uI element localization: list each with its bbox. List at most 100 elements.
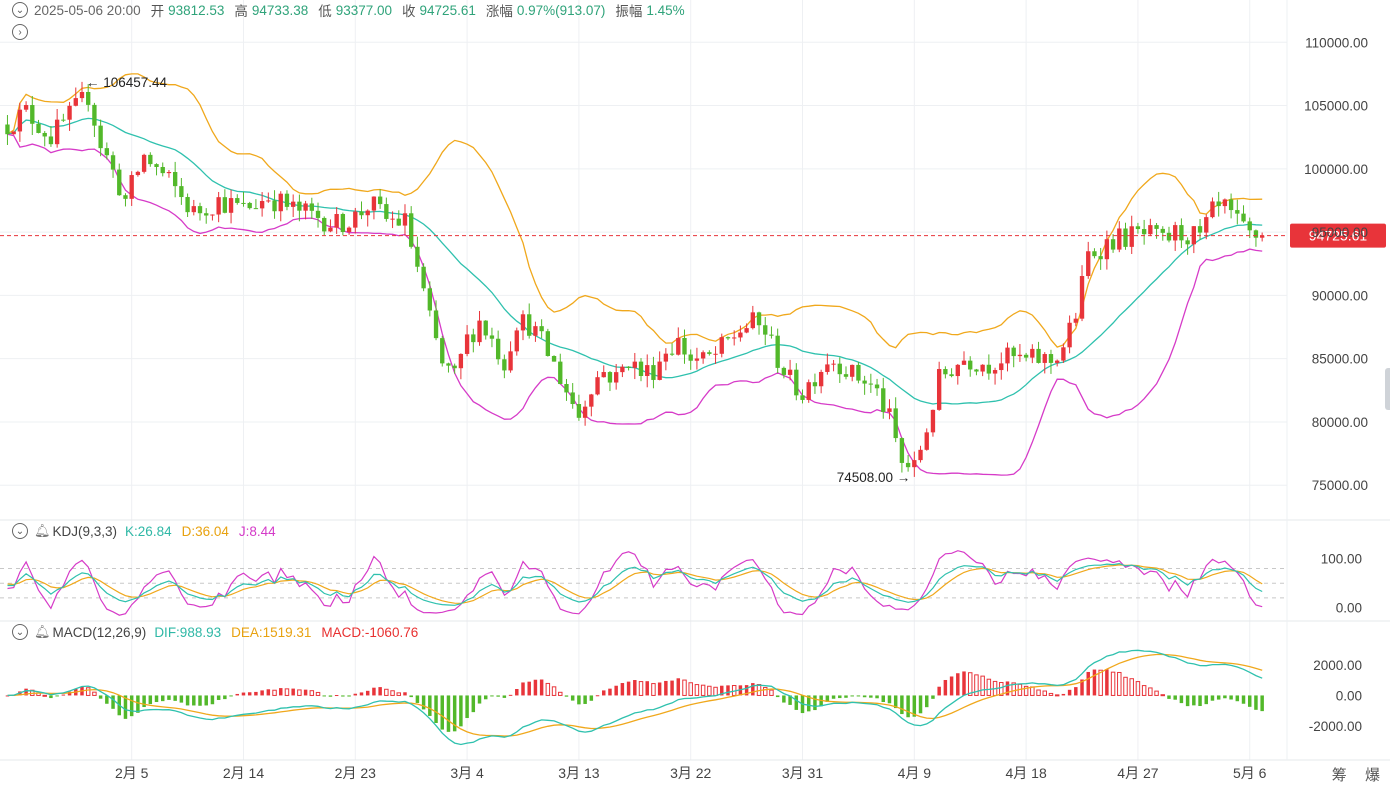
candle-body — [1185, 240, 1190, 245]
candle-body — [160, 167, 165, 174]
candle-body — [452, 365, 457, 369]
chevron-down-icon[interactable]: ⌄ — [12, 523, 28, 539]
side-panel-handle[interactable] — [1385, 368, 1390, 410]
candle-body — [837, 363, 842, 375]
candle-body — [1030, 348, 1035, 358]
price-panel[interactable]: 94725.61 ← 106457.44 74508.00 → — [0, 73, 1386, 485]
macd-panel[interactable] — [5, 649, 1264, 746]
macd-histogram-bar — [465, 695, 469, 719]
candle-body — [707, 352, 712, 354]
macd-histogram-bar — [372, 687, 376, 696]
macd-histogram-bar — [98, 695, 103, 699]
candle-body — [508, 351, 513, 371]
macd-histogram-bar — [1192, 695, 1196, 706]
macd-histogram-bar — [700, 684, 706, 696]
macd-histogram-bar — [999, 682, 1004, 696]
kdj-header: ⌄ 🔔︎ KDJ(9,3,3) K:26.84 D:36.04 J:8.44 — [0, 521, 286, 541]
macd-histogram-bar — [651, 683, 656, 696]
candle-body — [818, 371, 824, 387]
candle-body — [365, 210, 370, 216]
price-tick-label: 90000.00 — [1312, 288, 1368, 303]
kdj-panel[interactable] — [0, 550, 1287, 616]
bell-icon[interactable]: 🔔︎ — [34, 523, 51, 538]
bell-icon[interactable]: 🔔︎ — [34, 624, 51, 639]
candle-body — [483, 320, 488, 336]
candle-body — [446, 363, 451, 366]
macd-tick-label: -2000.00 — [1309, 719, 1362, 734]
candle-body — [73, 98, 78, 106]
candle-body — [471, 334, 476, 343]
amplitude-value: 1.45% — [646, 2, 685, 18]
chip-tool-button[interactable]: 筹 — [1331, 767, 1347, 784]
candle-body — [54, 119, 60, 145]
candle-body — [676, 337, 681, 355]
date-tick-label: 3月 13 — [558, 765, 599, 781]
high-annotation: ← 106457.44 — [86, 75, 168, 90]
macd-histogram-bar — [403, 692, 407, 696]
candle-body — [856, 364, 861, 381]
macd-histogram-bar — [1173, 695, 1177, 700]
macd-histogram-bar — [1092, 669, 1097, 696]
macd-histogram-bar — [570, 695, 575, 701]
candle-body — [533, 326, 538, 336]
candle-body — [657, 361, 662, 380]
chevron-down-icon[interactable]: ⌄ — [12, 2, 28, 18]
liquidation-tool-button[interactable]: 爆 — [1364, 767, 1380, 784]
macd-histogram-bar — [123, 695, 128, 719]
macd-histogram-bar — [583, 695, 587, 704]
candle-body — [309, 203, 314, 211]
candle-body — [172, 172, 178, 187]
boll-upper-line — [7, 73, 1263, 349]
candle-body — [359, 211, 364, 216]
candle-body — [651, 365, 656, 380]
macd-histogram-bar — [726, 685, 730, 696]
macd-histogram-bar — [334, 695, 339, 697]
macd-histogram-bar — [129, 695, 134, 717]
candle-body — [669, 353, 675, 355]
candle-body — [607, 372, 613, 383]
candle-body — [204, 213, 209, 216]
macd-histogram-bar — [707, 685, 712, 696]
price-tick-label: 110000.00 — [1305, 35, 1368, 50]
low-value: 93377.00 — [335, 2, 393, 18]
candle-body — [117, 169, 122, 196]
macd-histogram-bar — [1204, 695, 1208, 705]
candle-body — [216, 197, 221, 215]
macd-histogram-bar — [533, 679, 538, 696]
macd-histogram-bar — [303, 689, 308, 696]
chevron-right-icon[interactable]: › — [12, 24, 28, 40]
candle-body — [843, 374, 849, 377]
ohlc-header: ⌄ 2025-05-06 20:00 开 93812.53 高 94733.38… — [0, 0, 695, 20]
candle-body — [850, 364, 855, 377]
macd-histogram-bar — [223, 695, 227, 700]
macd-histogram-bar — [167, 695, 171, 700]
macd-histogram-bar — [24, 688, 28, 696]
candle-body — [371, 196, 377, 211]
macd-histogram-bar — [893, 695, 898, 709]
candle-body — [1148, 225, 1153, 235]
candle-body — [986, 364, 992, 374]
macd-histogram-bar — [881, 695, 885, 703]
kdj-name[interactable]: KDJ(9,3,3) — [52, 523, 118, 539]
macd-histogram-bar — [204, 695, 208, 706]
macd-histogram-bar — [1135, 681, 1141, 696]
candle-body — [241, 202, 246, 204]
candle-body — [489, 335, 495, 339]
macd-histogram-bar — [1030, 686, 1035, 696]
chevron-down-icon[interactable]: ⌄ — [12, 624, 28, 640]
macd-histogram-bar — [297, 689, 302, 696]
candle-body — [1210, 201, 1215, 218]
macd-histogram-bar — [844, 695, 848, 698]
macd-histogram-bar — [986, 678, 992, 696]
candle-body — [110, 155, 116, 170]
macd-name[interactable]: MACD(12,26,9) — [52, 624, 147, 640]
macd-histogram-bar — [925, 695, 929, 708]
candle-body — [1011, 347, 1016, 357]
macd-histogram-bar — [1098, 669, 1103, 696]
date-tick-label: 3月 31 — [782, 765, 823, 781]
macd-histogram-bar — [545, 682, 551, 696]
macd-histogram-bar — [751, 683, 755, 696]
macd-histogram-bar — [527, 681, 531, 696]
macd-histogram-bar — [111, 695, 115, 709]
